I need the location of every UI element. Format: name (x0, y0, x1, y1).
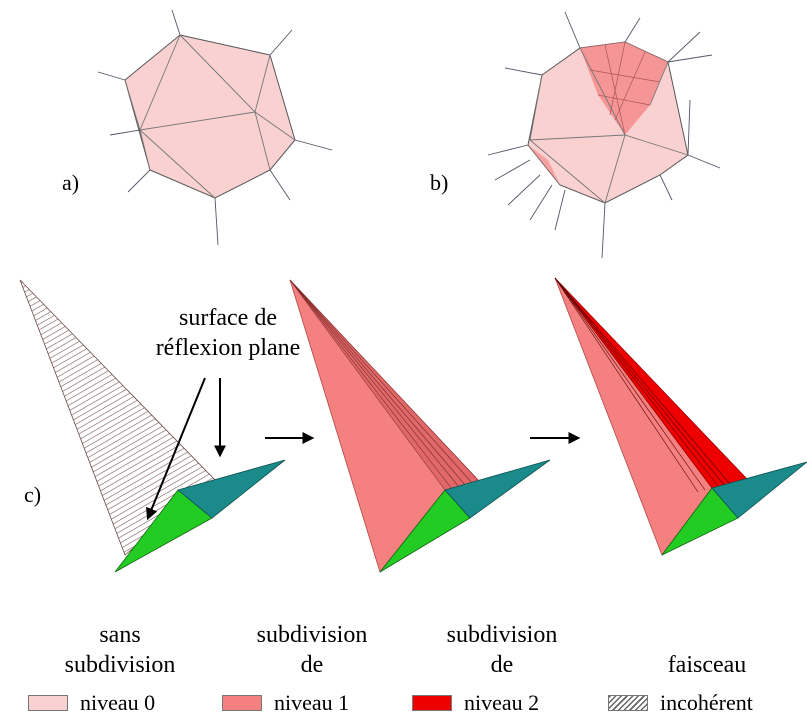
beam-c3 (554, 277, 807, 556)
legend-item-incoherent: incohérent (608, 690, 753, 716)
legend-item-niveau-2: niveau 2 (412, 690, 539, 716)
panel-label-c: c) (24, 482, 41, 507)
legend-col1-title: sans subdivision (20, 620, 220, 680)
legend-col3-title-line2: de (490, 652, 514, 678)
panel-label-b: b) (430, 170, 448, 195)
polyhedron-a (97, 9, 333, 246)
annotation-line-2: réflexion plane (155, 335, 301, 361)
legend-label-niveau-0: niveau 0 (80, 690, 156, 715)
annotation-line-1: surface de (179, 305, 277, 331)
legend-col1-title-line1: sans (99, 622, 141, 648)
legend-col4-title-line2: faisceau (667, 652, 747, 678)
legend-col2-title-line1: subdivision (256, 622, 368, 648)
annotation-text: surface de réflexion plane (128, 303, 328, 363)
beam-c2 (289, 279, 551, 573)
legend-label-niveau-2: niveau 2 (464, 690, 540, 715)
annotation-arrows (146, 377, 226, 521)
panel-label-a: a) (62, 170, 79, 195)
legend-col4-title: faisceau (612, 620, 802, 680)
legend-col4-title-line1 (612, 620, 802, 650)
legend-label-incoherent: incohérent (660, 690, 753, 715)
legend-col2-title-line2: de (300, 652, 324, 678)
legend-item-niveau-1: niveau 1 (222, 690, 349, 716)
legend-swatch-incoherent (608, 695, 648, 711)
polyhedron-b (487, 11, 721, 259)
legend-item-niveau-0: niveau 0 (28, 690, 155, 716)
legend-label-niveau-1: niveau 1 (274, 690, 350, 715)
legend-col1-title-line2: subdivision (64, 652, 176, 678)
beam-c1 (19, 279, 286, 573)
legend-swatch-niveau-0 (28, 695, 68, 711)
legend-swatch-niveau-2 (412, 695, 452, 711)
legend-col3-title-line1: subdivision (446, 622, 558, 648)
legend-col3-title: subdivision de (402, 620, 602, 680)
legend-swatch-niveau-1 (222, 695, 262, 711)
legend-col2-title: subdivision de (212, 620, 412, 680)
